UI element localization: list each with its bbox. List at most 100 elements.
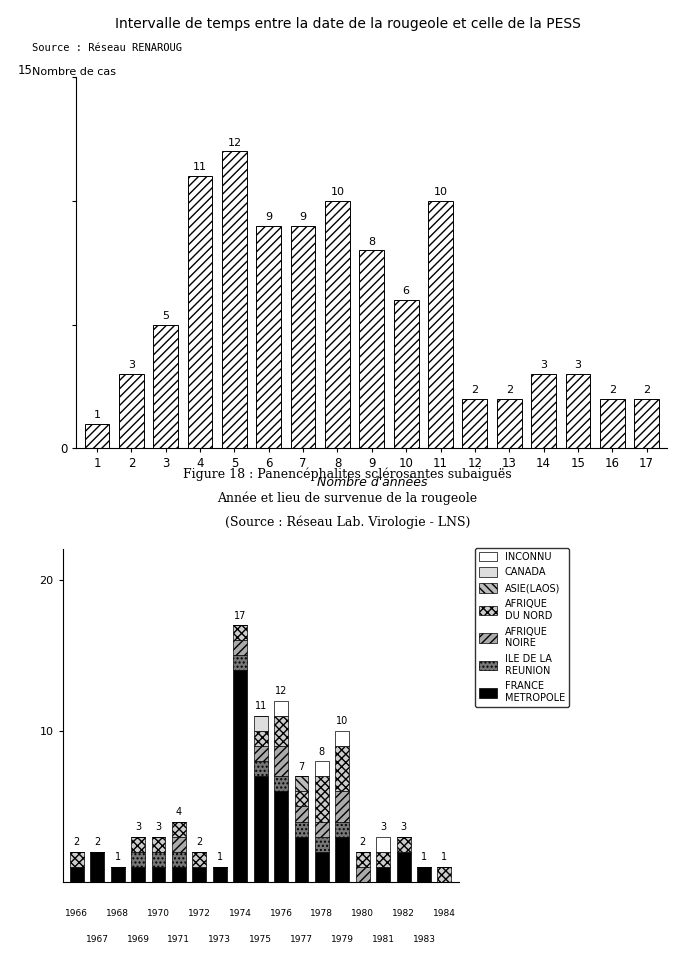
- Bar: [85, 423, 109, 448]
- Bar: [497, 399, 521, 448]
- Bar: [254, 715, 268, 731]
- Bar: [600, 399, 625, 448]
- Bar: [462, 399, 487, 448]
- Bar: [111, 867, 124, 882]
- Text: 2: 2: [471, 385, 478, 395]
- Text: 2: 2: [506, 385, 513, 395]
- Text: 1982: 1982: [392, 909, 415, 919]
- Bar: [376, 852, 390, 867]
- Bar: [254, 762, 268, 776]
- Text: (Source : Réseau Lab. Virologie - LNS): (Source : Réseau Lab. Virologie - LNS): [224, 516, 471, 529]
- Text: 1: 1: [115, 852, 121, 863]
- Bar: [336, 821, 350, 837]
- Text: 10: 10: [434, 187, 448, 197]
- Bar: [566, 374, 590, 448]
- Text: 12: 12: [275, 686, 287, 696]
- Bar: [222, 151, 247, 448]
- Bar: [234, 656, 247, 670]
- Text: 8: 8: [319, 746, 325, 757]
- Bar: [295, 807, 309, 821]
- Text: 1976: 1976: [270, 909, 293, 919]
- Bar: [193, 867, 206, 882]
- Text: 1974: 1974: [229, 909, 252, 919]
- Text: 4: 4: [176, 807, 182, 817]
- Bar: [131, 837, 145, 852]
- Text: Nombre de cas: Nombre de cas: [32, 67, 116, 77]
- Bar: [428, 201, 453, 448]
- Bar: [274, 701, 288, 715]
- Text: 2: 2: [196, 838, 202, 847]
- X-axis label: Nombre d'années: Nombre d'années: [317, 476, 427, 489]
- Bar: [172, 852, 186, 867]
- Bar: [274, 746, 288, 776]
- Bar: [325, 201, 350, 448]
- Bar: [70, 867, 84, 882]
- Text: Intervalle de temps entre la date de la rougeole et celle de la PESS: Intervalle de temps entre la date de la …: [115, 17, 580, 32]
- Bar: [315, 852, 329, 882]
- Bar: [90, 852, 104, 882]
- Text: 2: 2: [609, 385, 616, 395]
- Text: 1: 1: [421, 852, 427, 863]
- Text: Figure 18 : Panencéphalites sclérosantes subaiguës: Figure 18 : Panencéphalites sclérosantes…: [183, 468, 512, 481]
- Text: 3: 3: [540, 361, 547, 370]
- Bar: [291, 226, 316, 448]
- Bar: [172, 821, 186, 837]
- Bar: [256, 226, 281, 448]
- Bar: [172, 867, 186, 882]
- Bar: [254, 731, 268, 746]
- Bar: [119, 374, 144, 448]
- Bar: [417, 867, 431, 882]
- Bar: [188, 176, 213, 448]
- Text: 10: 10: [336, 716, 348, 726]
- Bar: [152, 852, 165, 867]
- Bar: [131, 852, 145, 867]
- Bar: [295, 821, 309, 837]
- Text: 1975: 1975: [249, 935, 272, 944]
- Bar: [234, 670, 247, 882]
- Text: 3: 3: [400, 822, 407, 832]
- Text: 1972: 1972: [188, 909, 211, 919]
- Text: 1971: 1971: [167, 935, 190, 944]
- Text: 10: 10: [331, 187, 345, 197]
- Bar: [131, 867, 145, 882]
- Bar: [635, 399, 659, 448]
- Bar: [359, 251, 384, 448]
- Bar: [397, 852, 411, 882]
- Text: 1980: 1980: [351, 909, 374, 919]
- Bar: [531, 374, 556, 448]
- Text: 1969: 1969: [126, 935, 149, 944]
- Bar: [295, 791, 309, 807]
- Bar: [437, 867, 451, 882]
- Bar: [315, 762, 329, 776]
- Bar: [274, 791, 288, 882]
- Text: 2: 2: [74, 838, 80, 847]
- Text: 3: 3: [380, 822, 386, 832]
- Bar: [254, 776, 268, 882]
- Text: 1: 1: [441, 852, 448, 863]
- Bar: [356, 867, 370, 882]
- Bar: [394, 300, 418, 448]
- Bar: [336, 837, 350, 882]
- Bar: [213, 867, 227, 882]
- Text: 1: 1: [217, 852, 223, 863]
- Text: Source : Réseau RENAROUG: Source : Réseau RENAROUG: [32, 43, 182, 53]
- Bar: [234, 625, 247, 640]
- Text: 1977: 1977: [290, 935, 313, 944]
- Text: 3: 3: [574, 361, 582, 370]
- Text: 1978: 1978: [311, 909, 334, 919]
- Text: 12: 12: [227, 138, 241, 147]
- Bar: [315, 837, 329, 852]
- Text: Année et lieu de survenue de la rougeole: Année et lieu de survenue de la rougeole: [218, 492, 477, 505]
- Text: 1984: 1984: [433, 909, 456, 919]
- Text: 1: 1: [94, 410, 101, 419]
- Bar: [295, 837, 309, 882]
- Text: 1981: 1981: [372, 935, 395, 944]
- Bar: [376, 867, 390, 882]
- Bar: [336, 791, 350, 821]
- Bar: [315, 821, 329, 837]
- Bar: [336, 731, 350, 746]
- Bar: [193, 852, 206, 867]
- Text: 9: 9: [300, 212, 306, 222]
- Bar: [152, 837, 165, 852]
- Text: 11: 11: [193, 162, 207, 173]
